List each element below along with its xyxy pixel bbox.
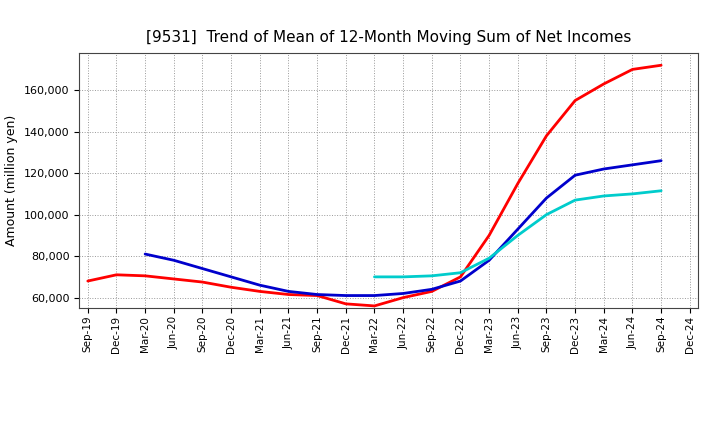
5 Years: [256, 282, 264, 288]
7 Years: [513, 233, 522, 238]
3 Years: [284, 292, 293, 297]
3 Years: [312, 293, 321, 298]
5 Years: [227, 274, 235, 279]
3 Years: [657, 62, 665, 68]
3 Years: [428, 289, 436, 294]
7 Years: [657, 188, 665, 194]
3 Years: [370, 303, 379, 308]
5 Years: [312, 292, 321, 297]
3 Years: [256, 289, 264, 294]
3 Years: [141, 273, 150, 279]
Line: 5 Years: 5 Years: [145, 161, 661, 296]
7 Years: [542, 212, 551, 217]
5 Years: [456, 279, 465, 284]
3 Years: [600, 81, 608, 87]
5 Years: [628, 162, 636, 168]
Line: 7 Years: 7 Years: [374, 191, 661, 277]
5 Years: [485, 258, 493, 263]
5 Years: [600, 166, 608, 172]
5 Years: [399, 291, 408, 296]
3 Years: [513, 181, 522, 186]
7 Years: [600, 193, 608, 198]
5 Years: [513, 227, 522, 232]
5 Years: [169, 258, 178, 263]
Line: 3 Years: 3 Years: [88, 65, 661, 306]
Y-axis label: Amount (million yen): Amount (million yen): [5, 115, 18, 246]
5 Years: [198, 266, 207, 271]
3 Years: [198, 279, 207, 285]
Title: [9531]  Trend of Mean of 12-Month Moving Sum of Net Incomes: [9531] Trend of Mean of 12-Month Moving …: [146, 29, 631, 45]
7 Years: [399, 274, 408, 279]
5 Years: [428, 287, 436, 292]
5 Years: [341, 293, 350, 298]
7 Years: [428, 273, 436, 279]
3 Years: [227, 285, 235, 290]
3 Years: [485, 233, 493, 238]
3 Years: [456, 274, 465, 279]
7 Years: [370, 274, 379, 279]
3 Years: [628, 67, 636, 72]
5 Years: [370, 293, 379, 298]
5 Years: [284, 289, 293, 294]
3 Years: [399, 295, 408, 300]
3 Years: [112, 272, 121, 278]
5 Years: [657, 158, 665, 163]
3 Years: [84, 279, 92, 284]
3 Years: [571, 98, 580, 103]
7 Years: [571, 198, 580, 203]
5 Years: [542, 195, 551, 201]
3 Years: [542, 133, 551, 139]
7 Years: [628, 191, 636, 197]
3 Years: [341, 301, 350, 307]
5 Years: [141, 251, 150, 257]
7 Years: [456, 270, 465, 275]
5 Years: [571, 172, 580, 178]
3 Years: [169, 276, 178, 282]
7 Years: [485, 256, 493, 261]
